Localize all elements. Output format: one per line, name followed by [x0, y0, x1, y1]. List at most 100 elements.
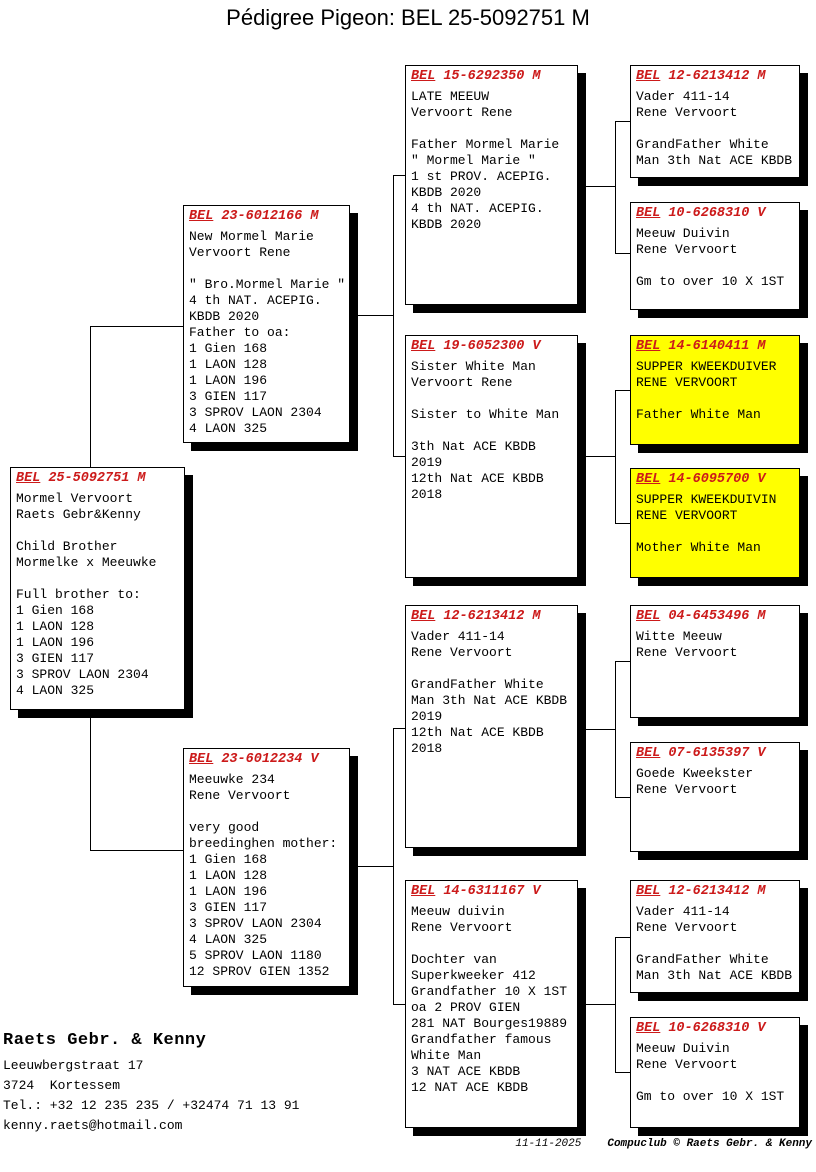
- pedigree-box-grandmother-maternal: BEL 14-6311167 V Meeuw duivin Rene Vervoo…: [405, 880, 578, 1128]
- connector-line: [393, 456, 405, 457]
- pedigree-box-grandfather-paternal: BEL 15-6292350 M LATE MEEUW Vervoort Rene…: [405, 65, 578, 305]
- connector-line: [615, 661, 616, 798]
- ring-country: BEL: [636, 206, 661, 221]
- footer-credit: Compuclub © Raets Gebr. & Kenny: [607, 1138, 812, 1150]
- connector-line: [615, 390, 630, 391]
- connector-line: [90, 326, 183, 327]
- ring-digits: 14-6095700 V: [668, 472, 766, 487]
- connector-line: [90, 326, 91, 468]
- pedigree-box-subject: BEL 25-5092751 M Mormel Vervoort Raets Ge…: [10, 467, 185, 710]
- ring-country: BEL: [189, 752, 214, 767]
- owner-contact-block: Raets Gebr. & Kenny Leeuwbergstraat 17 3…: [3, 1031, 299, 1136]
- ring-number: BEL 12-6213412 M: [636, 69, 794, 85]
- ring-number: BEL 07-6135397 V: [636, 746, 794, 762]
- pedigree-box-great-grandfather-4: BEL 12-6213412 M Vader 411-14 Rene Vervoo…: [630, 880, 800, 993]
- connector-line: [577, 1004, 615, 1005]
- ring-country: BEL: [411, 609, 436, 624]
- connector-line: [615, 121, 630, 122]
- ring-number: BEL 14-6095700 V: [636, 472, 794, 488]
- ring-digits: 12-6213412 M: [668, 884, 766, 899]
- connector-line: [615, 523, 630, 524]
- ring-number: BEL 19-6052300 V: [411, 339, 572, 355]
- pedigree-box-mother: BEL 23-6012234 V Meeuwke 234 Rene Vervoor…: [183, 748, 350, 987]
- ring-number: BEL 15-6292350 M: [411, 69, 572, 85]
- ring-number: BEL 14-6311167 V: [411, 884, 572, 900]
- page-title: Pédigree Pigeon: BEL 25-5092751 M: [226, 5, 590, 30]
- pedigree-box-text: Vader 411-14 Rene Vervoort GrandFather W…: [411, 629, 568, 756]
- connector-line: [615, 661, 630, 662]
- pedigree-box-text: SUPPER KWEEKDUIVIN RENE VERVOORT Mother …: [636, 492, 777, 555]
- ring-country: BEL: [636, 472, 661, 487]
- ring-digits: 07-6135397 V: [668, 746, 766, 761]
- ring-number: BEL 23-6012234 V: [189, 752, 344, 768]
- pedigree-box-great-grandmother-3: BEL 07-6135397 V Goede Kweekster Rene Ver…: [630, 742, 800, 852]
- connector-line: [615, 390, 616, 524]
- connector-line: [393, 1004, 405, 1005]
- connector-line: [615, 797, 630, 798]
- connector-line: [615, 253, 630, 254]
- connector-line: [577, 186, 615, 187]
- pedigree-box-text: Vader 411-14 Rene Vervoort GrandFather W…: [636, 89, 793, 168]
- pedigree-box-text: Meeuw Duivin Rene Vervoort Gm to over 10…: [636, 1041, 785, 1104]
- pedigree-box-father: BEL 23-6012166 M New Mormel Marie Vervoor…: [183, 205, 350, 443]
- ring-digits: 14-6311167 V: [443, 884, 541, 899]
- connector-line: [615, 121, 616, 254]
- pedigree-box-text: SUPPER KWEEKDUIVER RENE VERVOORT Father …: [636, 359, 777, 422]
- connector-line: [90, 850, 183, 851]
- connector-line: [615, 937, 630, 938]
- pedigree-box-great-grandmother-2-highlighted: BEL 14-6095700 V SUPPER KWEEKDUIVIN RENE …: [630, 468, 800, 578]
- connector-line: [393, 728, 405, 729]
- pedigree-box-text: Meeuwke 234 Rene Vervoort very good bree…: [189, 772, 338, 979]
- ring-digits: 12-6213412 M: [668, 69, 766, 84]
- ring-number: BEL 12-6213412 M: [636, 884, 794, 900]
- connector-line: [577, 729, 615, 730]
- ring-number: BEL 10-6268310 V: [636, 206, 794, 222]
- ring-country: BEL: [636, 746, 661, 761]
- ring-country: BEL: [636, 339, 661, 354]
- ring-country: BEL: [189, 209, 214, 224]
- footer-date: 11-11-2025: [515, 1138, 582, 1150]
- connector-line: [615, 1072, 630, 1073]
- connector-line: [393, 175, 394, 457]
- ring-digits: 25-5092751 M: [48, 471, 146, 486]
- pedigree-box-text: Meeuw Duivin Rene Vervoort Gm to over 10…: [636, 226, 785, 289]
- pedigree-box-great-grandmother-1: BEL 10-6268310 V Meeuw Duivin Rene Vervoo…: [630, 202, 800, 310]
- connector-line: [349, 315, 393, 316]
- pedigree-box-text: LATE MEEUW Vervoort Rene Father Mormel M…: [411, 89, 560, 232]
- ring-number: BEL 23-6012166 M: [189, 209, 344, 225]
- ring-number: BEL 14-6140411 M: [636, 339, 794, 355]
- ring-country: BEL: [411, 339, 436, 354]
- ring-digits: 10-6268310 V: [668, 206, 766, 221]
- pedigree-box-text: Vader 411-14 Rene Vervoort GrandFather W…: [636, 904, 793, 983]
- ring-digits: 19-6052300 V: [443, 339, 541, 354]
- pedigree-box-text: New Mormel Marie Vervoort Rene " Bro.Mor…: [189, 229, 346, 436]
- ring-number: BEL 25-5092751 M: [16, 471, 179, 487]
- connector-line: [90, 709, 91, 850]
- ring-digits: 10-6268310 V: [668, 1021, 766, 1036]
- pedigree-box-text: Sister White Man Vervoort Rene Sister to…: [411, 359, 560, 502]
- connector-line: [393, 175, 405, 176]
- ring-number: BEL 04-6453496 M: [636, 609, 794, 625]
- pedigree-box-text: Mormel Vervoort Raets Gebr&Kenny Child B…: [16, 491, 157, 698]
- ring-digits: 04-6453496 M: [668, 609, 766, 624]
- pedigree-box-text: Goede Kweekster Rene Vervoort: [636, 766, 754, 797]
- pedigree-box-text: Meeuw duivin Rene Vervoort Dochter van S…: [411, 904, 568, 1095]
- ring-country: BEL: [636, 609, 661, 624]
- ring-country: BEL: [411, 884, 436, 899]
- connector-line: [577, 456, 615, 457]
- pedigree-box-grandmother-paternal: BEL 19-6052300 V Sister White Man Vervoor…: [405, 335, 578, 578]
- ring-digits: 23-6012234 V: [221, 752, 319, 767]
- ring-digits: 12-6213412 M: [443, 609, 541, 624]
- pedigree-box-grandfather-maternal: BEL 12-6213412 M Vader 411-14 Rene Vervoo…: [405, 605, 578, 848]
- pedigree-box-text: Witte Meeuw Rene Vervoort: [636, 629, 738, 660]
- ring-number: BEL 10-6268310 V: [636, 1021, 794, 1037]
- ring-country: BEL: [411, 69, 436, 84]
- footer: 11-11-2025 Compuclub © Raets Gebr. & Ken…: [515, 1138, 812, 1150]
- ring-country: BEL: [636, 69, 661, 84]
- ring-digits: 14-6140411 M: [668, 339, 766, 354]
- ring-digits: 15-6292350 M: [443, 69, 541, 84]
- pedigree-box-great-grandfather-2-highlighted: BEL 14-6140411 M SUPPER KWEEKDUIVER RENE …: [630, 335, 800, 445]
- pedigree-box-great-grandmother-4: BEL 10-6268310 V Meeuw Duivin Rene Vervoo…: [630, 1017, 800, 1128]
- ring-country: BEL: [636, 1021, 661, 1036]
